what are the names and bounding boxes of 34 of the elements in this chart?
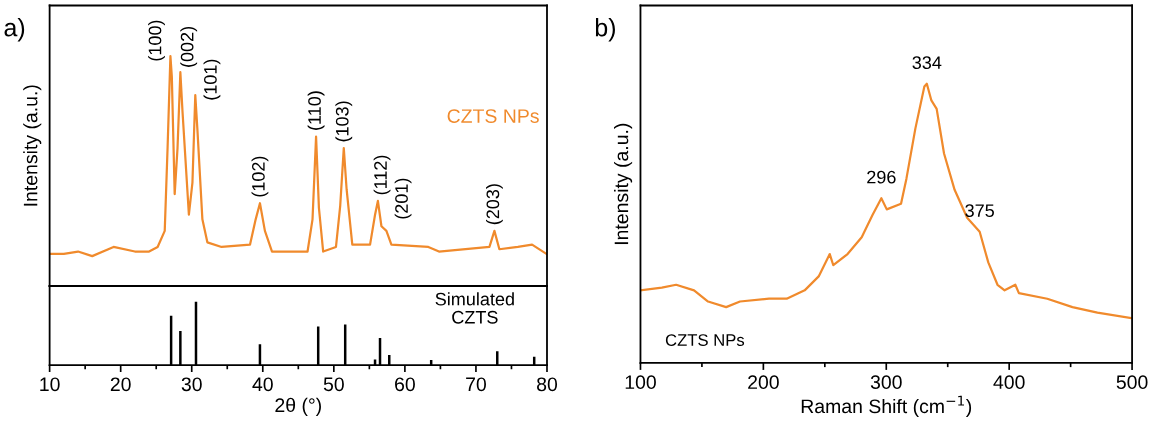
x-tick-label: 400: [993, 375, 1025, 390]
annotation: 375: [965, 204, 994, 218]
annotation: (002): [180, 27, 198, 67]
annotation: 296: [867, 170, 896, 184]
annotation: Simulated CZTS: [435, 292, 514, 324]
annotation: (102): [251, 156, 269, 197]
annotation: CZTS NPs: [665, 334, 745, 346]
x-tick-label: 100: [625, 375, 656, 390]
x-tick-label: 200: [748, 375, 779, 390]
x-tick-label: 60: [395, 377, 415, 392]
x-axis-title: 2θ (°): [275, 397, 321, 416]
x-tick-label: 40: [252, 377, 273, 392]
annotation: (112): [373, 155, 391, 195]
annotation: (101): [203, 59, 221, 100]
x-tick-label: 10: [40, 377, 60, 392]
x-tick-label: 70: [466, 377, 486, 392]
x-tick-label: 30: [181, 377, 202, 392]
x-tick-label: 80: [537, 377, 558, 392]
annotation: 334: [912, 56, 942, 70]
annotation: (103): [335, 101, 353, 142]
text: b): [595, 18, 615, 42]
y-axis-title: Intensity (a.u.): [614, 123, 633, 245]
x-tick-label: 500: [1116, 375, 1148, 390]
x-tick-label: 20: [110, 377, 131, 392]
annotation: (110): [307, 91, 325, 130]
y-axis-title: Intensity (a.u.): [23, 85, 42, 206]
text: a): [4, 18, 25, 42]
x-axis-title: Raman Shift (cm$^{−1}$): [801, 395, 972, 418]
annotation: (201): [394, 178, 412, 219]
annotation: (100): [148, 20, 165, 61]
annotation: (203): [486, 184, 503, 225]
text: CZTS NPs: [447, 109, 539, 123]
x-tick-label: 300: [870, 375, 902, 390]
x-tick-label: 50: [323, 377, 344, 392]
